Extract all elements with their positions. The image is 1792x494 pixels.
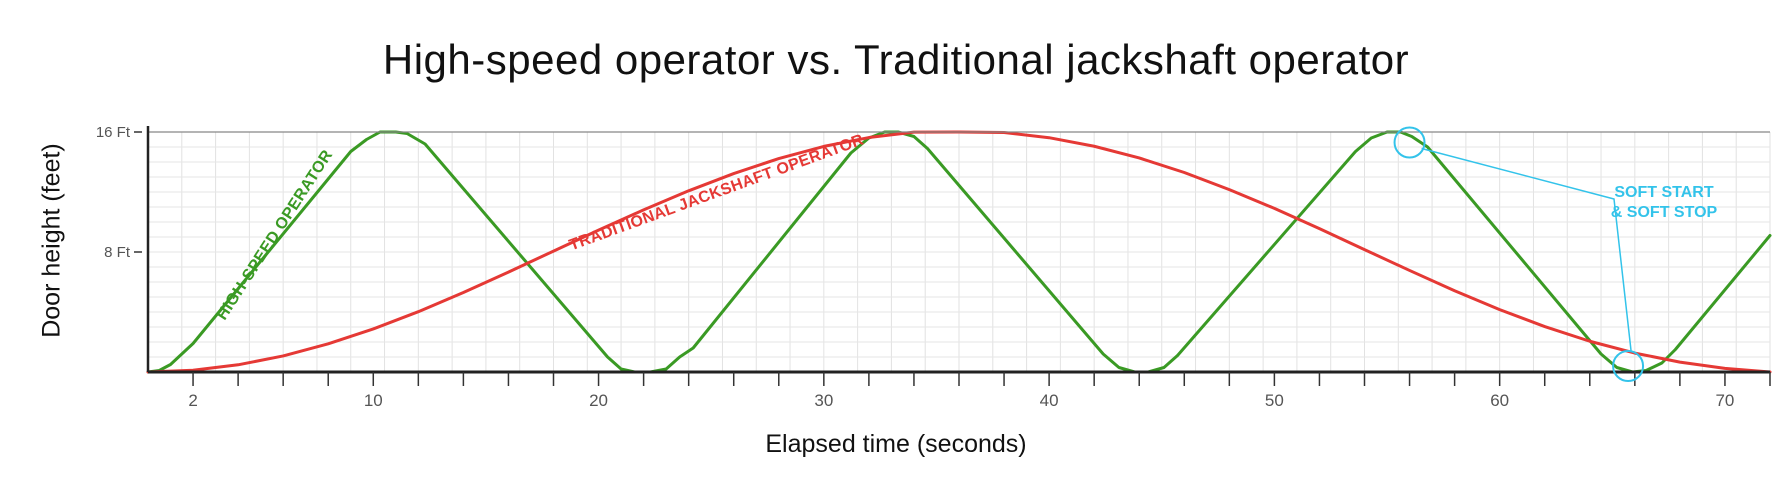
annotation-line1: SOFT START xyxy=(1614,184,1713,201)
annotation: SOFT START & SOFT STOP xyxy=(1393,126,1718,382)
ticks: 2 10 20 30 40 50 60 70 8 Ft 16 Ft xyxy=(96,124,1771,410)
annotation-line2: & SOFT STOP xyxy=(1611,204,1718,221)
soft-stop-circle xyxy=(1612,350,1645,382)
x-tick-label: 30 xyxy=(814,391,833,410)
x-tick-label: 70 xyxy=(1715,391,1734,410)
x-tick-label: 50 xyxy=(1265,391,1284,410)
x-tick-label: 20 xyxy=(589,391,608,410)
annotation-leader xyxy=(1421,147,1632,352)
chart-title: High-speed operator vs. Traditional jack… xyxy=(382,36,1410,83)
x-tick-label: 40 xyxy=(1040,391,1059,410)
y-tick-label: 8 Ft xyxy=(104,244,131,261)
y-tick-label: 16 Ft xyxy=(96,124,131,141)
soft-start-circle xyxy=(1393,126,1426,159)
x-tick-label: 60 xyxy=(1490,391,1509,410)
x-tick-label: 2 xyxy=(188,391,197,410)
series-labels: HIGH-SPEED OPERATOR TRADITIONAL JACKSHAFT… xyxy=(214,131,867,323)
x-tick-label: 10 xyxy=(364,391,383,410)
x-axis-label: Elapsed time (seconds) xyxy=(765,430,1027,458)
series-label-jackshaft: TRADITIONAL JACKSHAFT OPERATOR xyxy=(567,131,866,254)
grid xyxy=(147,131,1771,373)
